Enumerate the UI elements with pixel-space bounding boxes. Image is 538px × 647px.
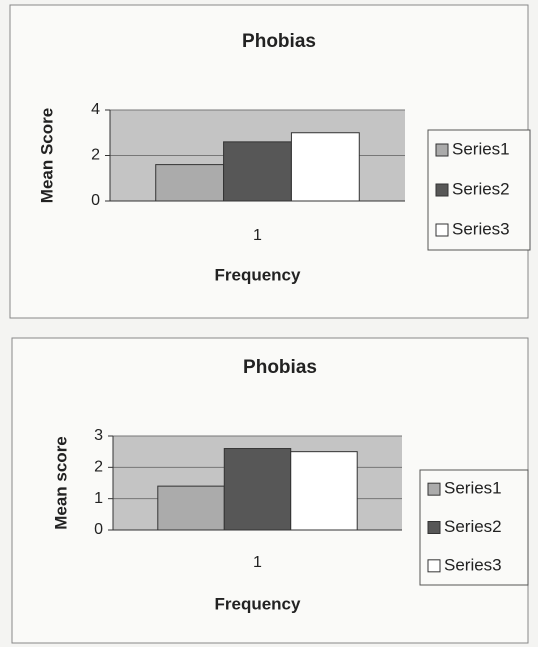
y-axis-label: Mean Score — [37, 108, 56, 203]
legend-swatch — [427, 482, 441, 496]
legend-label: Series1 — [444, 479, 502, 498]
y-tick-label: 3 — [94, 427, 103, 444]
bar — [290, 132, 360, 202]
x-tick-label: 1 — [253, 554, 262, 571]
y-tick-label: 0 — [91, 192, 100, 209]
y-tick-label: 0 — [94, 521, 103, 538]
legend-label: Series2 — [452, 179, 510, 198]
bar — [155, 164, 225, 202]
legend-label: Series2 — [444, 517, 502, 536]
bar — [223, 141, 292, 202]
bar — [223, 448, 292, 531]
bar — [290, 451, 358, 531]
legend-swatch — [435, 143, 449, 157]
y-tick-label: 1 — [94, 490, 103, 507]
x-tick-label: 1 — [253, 227, 262, 244]
bar — [157, 485, 225, 531]
legend-swatch — [435, 183, 449, 197]
legend-swatch — [435, 223, 449, 237]
y-axis-label: Mean score — [51, 436, 70, 530]
legend-swatch — [427, 559, 441, 573]
chart-title: Phobias — [243, 357, 317, 378]
y-tick-label: 2 — [94, 459, 103, 476]
legend-label: Series1 — [452, 139, 510, 158]
legend-label: Series3 — [452, 219, 510, 238]
x-axis-label: Frequency — [215, 594, 302, 613]
legend-swatch — [427, 521, 441, 534]
y-tick-label: 2 — [91, 147, 100, 164]
chart-title: Phobias — [242, 31, 316, 52]
legend-label: Series3 — [444, 555, 502, 574]
y-tick-label: 4 — [91, 101, 100, 118]
x-axis-label: Frequency — [215, 265, 302, 284]
